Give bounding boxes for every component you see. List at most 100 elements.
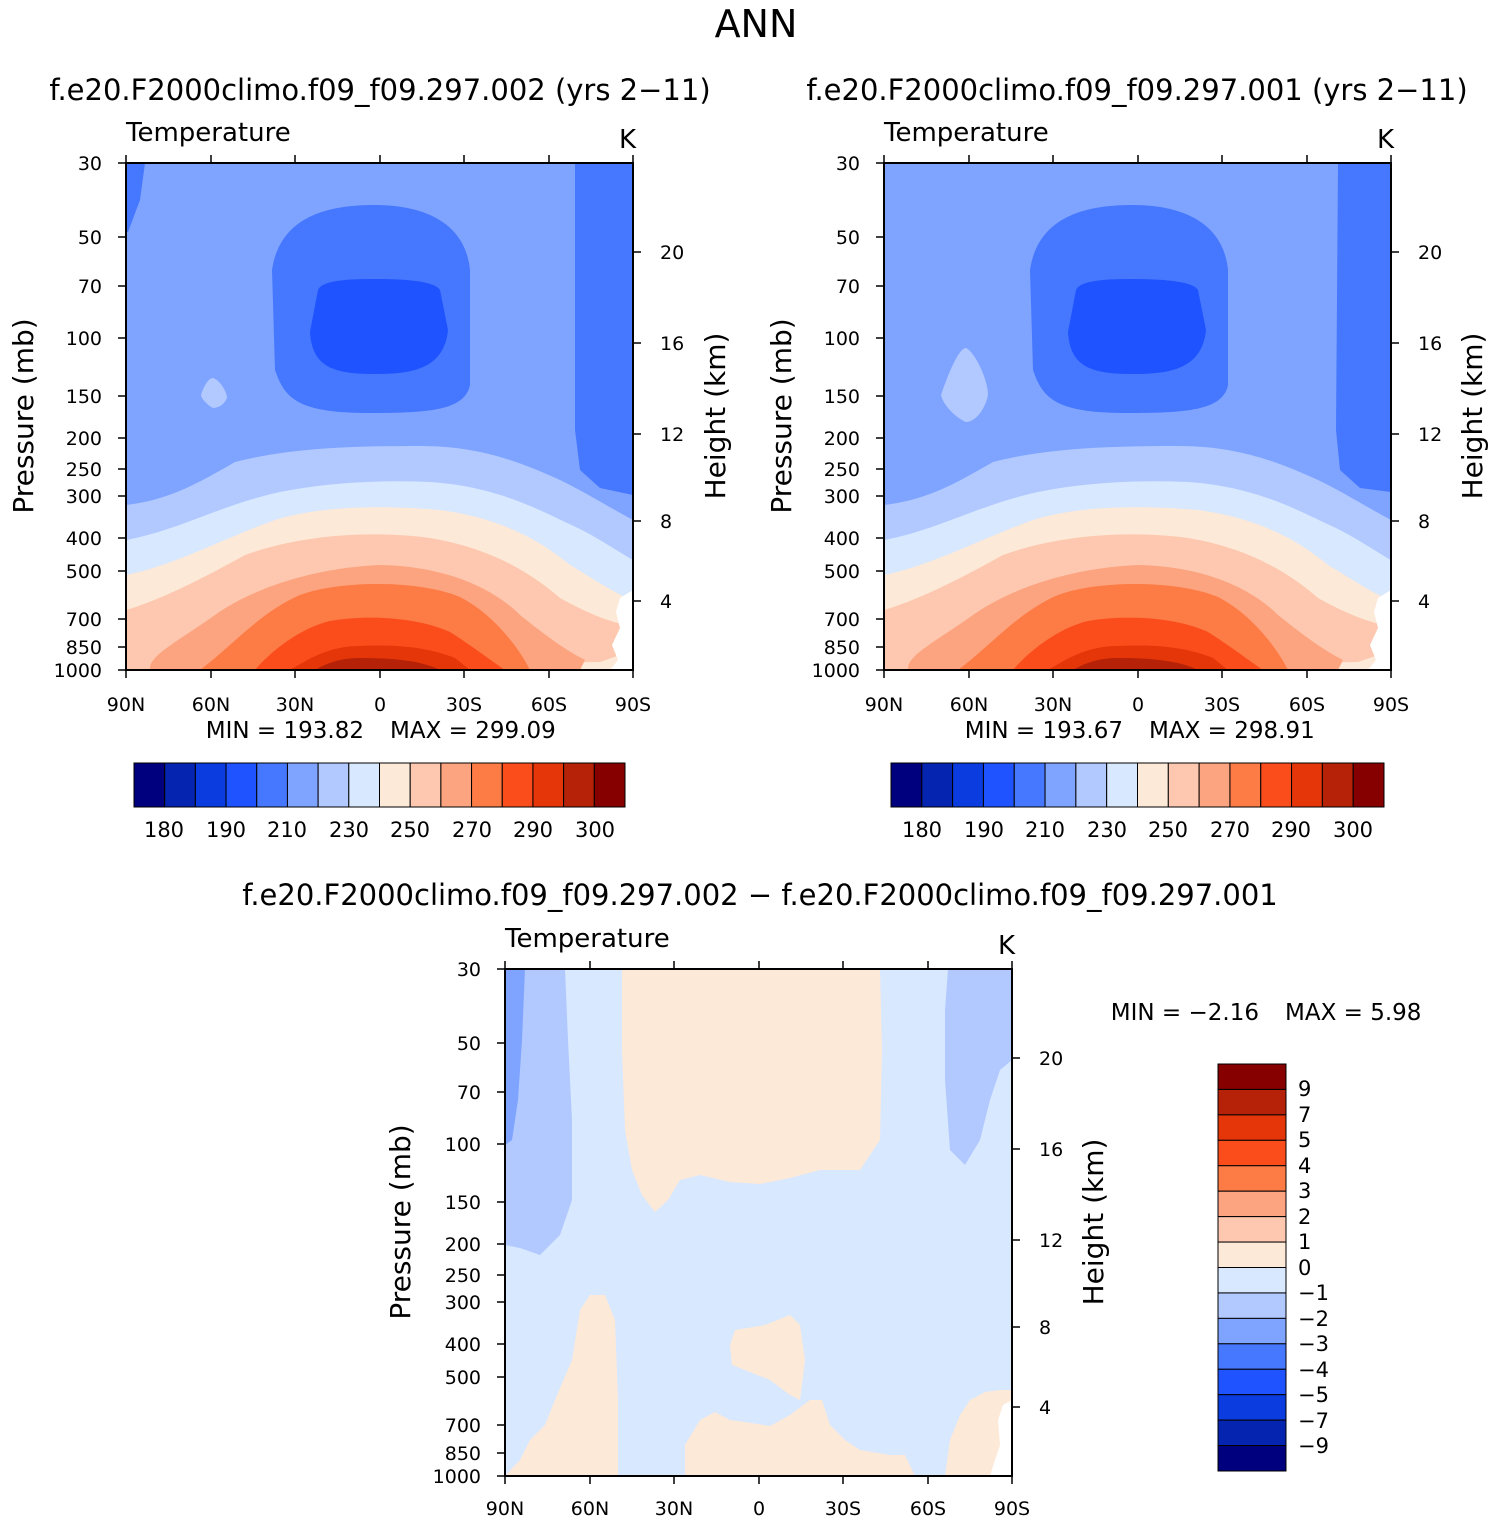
diff-title: f.e20.F2000climo.f09_f09.297.002 − f.e20… <box>242 878 1278 912</box>
panel-a-xtick-90S: 90S <box>615 694 651 716</box>
band-210-230-left-corner <box>126 163 145 232</box>
panel-diff-cbar-label: 7 <box>1298 1103 1311 1127</box>
blob-right-coast <box>1368 590 1391 670</box>
panel-diff-contour-fill <box>505 969 1012 1476</box>
colorbar-swatch <box>1217 1063 1287 1090</box>
colorbar-swatch <box>1217 1216 1287 1243</box>
blob-right-coast <box>990 1400 1012 1476</box>
panel-a-variable: Temperature <box>125 118 291 148</box>
colorbar-swatch <box>194 762 227 808</box>
panel-b-ytick: 30 <box>836 153 860 175</box>
panel-b-ytick: 200 <box>824 428 860 450</box>
colorbar-swatch <box>225 762 258 808</box>
panel-b-height-labels: 20 16 12 8 4 <box>1418 242 1442 613</box>
panel-a-ytick: 200 <box>66 428 102 450</box>
panel-diff-max: MAX = 5.98 <box>1285 1000 1421 1026</box>
panel-diff-variable: Temperature <box>504 924 670 954</box>
panel-diff-ytick: 700 <box>445 1415 481 1437</box>
panel-a-ticks <box>118 155 641 678</box>
panel-a-ytick: 700 <box>66 609 102 631</box>
panel-a-cbar-label: 190 <box>206 818 246 842</box>
colorbar-swatch <box>133 762 166 808</box>
colorbar-swatch <box>1198 762 1231 808</box>
panel-b-ytick: 70 <box>836 276 860 298</box>
colorbar-swatch <box>1044 762 1077 808</box>
panel-b-height-tick: 20 <box>1418 242 1442 264</box>
panel-diff-colorbar-labels: 9 7 5 4 3 2 1 0 −1 −2 −3 −4 −5 −7 −9 <box>1298 1077 1329 1458</box>
panel-b-height-tick: 8 <box>1418 511 1430 533</box>
panel-b-ytick: 250 <box>824 459 860 481</box>
panel-diff-colorbar <box>1217 1063 1287 1472</box>
panel-a-ytick: 1000 <box>54 660 102 682</box>
panel-b-xtick-90S: 90S <box>1373 694 1409 716</box>
panel-diff-height-labels: 20 16 12 8 4 <box>1039 1048 1063 1419</box>
panel-b-max: MAX = 298.91 <box>1149 718 1315 744</box>
panel-b-ytick: 500 <box>824 561 860 583</box>
panel-diff-height-tick: 8 <box>1039 1317 1051 1339</box>
colorbar-swatch <box>1167 762 1200 808</box>
panel-diff-xtick-30N: 30N <box>655 1498 693 1520</box>
colorbar-swatch <box>1013 762 1046 808</box>
panel-a-ytick: 30 <box>78 153 102 175</box>
panel-a-height-tick: 4 <box>660 591 672 613</box>
panel-b-units: K <box>1377 125 1395 155</box>
panel-b-xtick-60N: 60N <box>950 694 988 716</box>
panel-a-title: f.e20.F2000climo.f09_f09.297.002 (yrs 2−… <box>49 73 710 107</box>
panel-a-ytick: 850 <box>66 637 102 659</box>
band-210-230-right <box>1336 163 1391 492</box>
panel-a-cbar-label: 290 <box>513 818 553 842</box>
panel-diff-xtick-60N: 60N <box>571 1498 609 1520</box>
panel-a-ytick: 400 <box>66 528 102 550</box>
panel-a-xtick-90N: 90N <box>107 694 145 716</box>
panel-a-ylabel-right: Height (km) <box>699 333 732 500</box>
panel-b-xtick-labels: 90N 60N 30N 0 30S 60S 90S <box>865 694 1409 716</box>
panel-a-ytick: 300 <box>66 486 102 508</box>
colorbar-swatch <box>471 762 503 808</box>
panel-b-height-tick: 16 <box>1418 333 1442 355</box>
panel-diff-cbar-label: 4 <box>1298 1154 1311 1178</box>
panel-a-contour-fill <box>126 163 633 670</box>
panel-b-ytick: 700 <box>824 609 860 631</box>
colorbar-swatch <box>1137 762 1169 808</box>
panel-b-cbar-label: 250 <box>1148 818 1188 842</box>
colorbar-swatch <box>317 762 350 808</box>
band-0-1-low-left <box>505 1295 618 1476</box>
panel-b-ytick: 850 <box>824 637 860 659</box>
panel-a-ytick: 150 <box>66 386 102 408</box>
colorbar-swatch <box>1229 762 1262 808</box>
band-330-340 <box>315 658 440 670</box>
panel-a-ytick-labels: 30 50 70 100 150 200 250 300 400 500 700… <box>54 153 102 682</box>
panel-a-xtick-60N: 60N <box>192 694 230 716</box>
panel-a: Temperature K Pressure (mb) Height (km) … <box>7 118 732 842</box>
colorbar-swatch <box>1106 762 1138 808</box>
panel-b-cbar-label: 230 <box>1087 818 1127 842</box>
panel-diff-xtick-0: 0 <box>753 1498 765 1520</box>
panel-b-xtick-90N: 90N <box>865 694 903 716</box>
colorbar-swatch <box>409 762 442 808</box>
panel-diff-xtick-60S: 60S <box>910 1498 946 1520</box>
panel-diff-ytick: 100 <box>445 1134 481 1156</box>
band-180-190 <box>1068 279 1206 374</box>
panel-diff-ticks <box>497 961 1020 1484</box>
panel-diff-cbar-label: 0 <box>1298 1256 1311 1280</box>
colorbar-swatch <box>1217 1267 1287 1294</box>
colorbar-swatch <box>164 762 196 808</box>
panel-a-ylabel: Pressure (mb) <box>7 318 40 513</box>
panel-diff-xtick-90N: 90N <box>486 1498 524 1520</box>
panel-diff-cbar-label: 5 <box>1298 1128 1311 1152</box>
colorbar-swatch <box>1217 1394 1287 1421</box>
panel-diff-height-tick: 4 <box>1039 1397 1051 1419</box>
band-0-1-top <box>622 969 882 1212</box>
panel-b-ytick: 150 <box>824 386 860 408</box>
panel-diff-cbar-label: −1 <box>1298 1281 1329 1305</box>
panel-diff-ytick-labels: 30 50 70 100 150 200 250 300 400 500 700… <box>433 959 481 1488</box>
panel-diff-cbar-label: −4 <box>1298 1358 1329 1382</box>
panel-a-ytick: 50 <box>78 227 102 249</box>
panel-a-cbar-label: 230 <box>329 818 369 842</box>
panel-diff-ytick: 250 <box>445 1265 481 1287</box>
colorbar-swatch <box>532 762 565 808</box>
panel-b-colorbar-labels: 180 190 210 230 250 270 290 300 <box>902 818 1373 842</box>
colorbar-swatch <box>952 762 984 808</box>
panel-diff-height-tick: 12 <box>1039 1230 1063 1252</box>
panel-b-ticks <box>876 155 1399 678</box>
